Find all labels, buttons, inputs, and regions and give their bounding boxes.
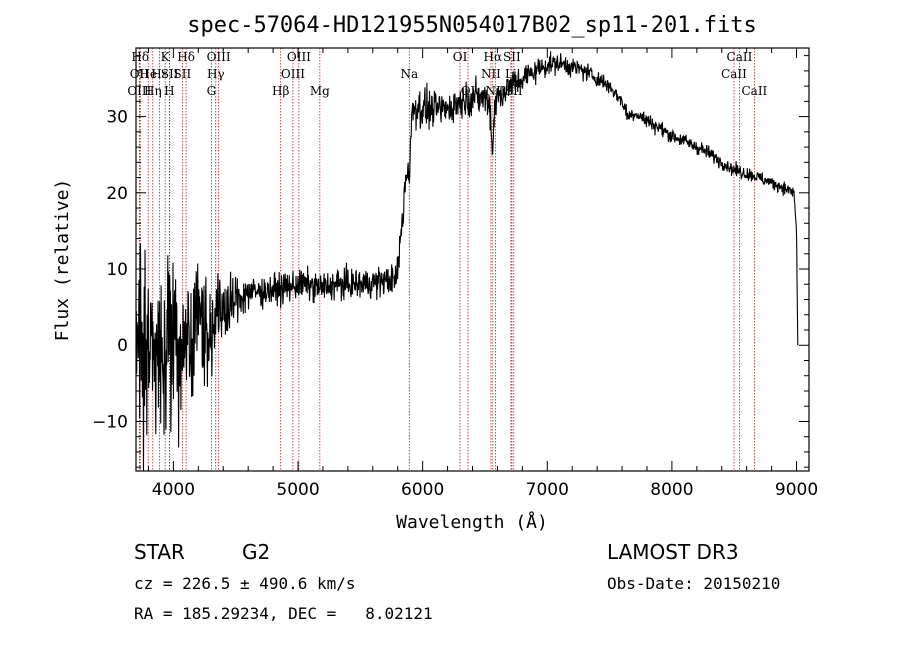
line-label-5: K [161,50,171,64]
x-tick-label-2: 6000 [401,480,444,500]
line-label-16: Hβ [272,84,289,98]
line-label-21: Hα [484,50,503,64]
line-label-3: He [139,67,157,81]
x-tick-label-1: 5000 [276,480,319,500]
line-label-22: NII [481,67,501,81]
redshift-velocity: cz = 226.5 ± 490.6 km/s [134,574,356,593]
line-label-18: Na [400,67,418,81]
observation-date: Obs-Date: 20150210 [607,574,781,593]
survey-name: LAMOST DR3 [607,540,739,564]
line-label-26: SII [505,84,523,98]
x-tick-label-0: 4000 [152,480,195,500]
x-axis-label: Wavelength (Å) [396,511,548,533]
line-label-1: OII [130,67,150,81]
y-tick-label-0: −10 [92,412,128,432]
y-tick-label-2: 10 [106,260,128,280]
line-label-10: SII [174,67,192,81]
spectral-line-markers [138,48,755,471]
line-label-15: OIII [281,67,305,81]
line-label-0: Hδ [131,50,149,64]
chart-title: spec-57064-HD121955N054017B02_sp11-201.f… [187,13,757,38]
spectral-subclass: G2 [242,540,271,564]
spectrum-series-line [135,51,799,472]
object-type: STAR [134,540,185,564]
line-label-13: G [207,84,217,98]
line-label-17: Mg [310,84,330,98]
line-label-12: Hγ [207,67,225,81]
line-label-29: CaII [741,84,767,98]
y-axis: −10 0 10 20 30 [92,55,809,468]
y-tick-label-1: 0 [117,336,128,356]
plot-frame [135,47,810,472]
y-tick-label-4: 30 [106,108,128,128]
y-axis-label: Flux (relative) [52,179,73,342]
line-label-2: OIII [127,84,151,98]
x-axis: 4000 5000 6000 7000 8000 9000 [147,48,818,500]
line-label-11: OIII [207,50,231,64]
x-tick-label-4: 8000 [650,480,693,500]
coordinates: RA = 185.29234, DEC = 8.02121 [134,604,433,623]
line-label-27: CaII [727,50,753,64]
line-label-25: Li [505,67,517,81]
spectral-line-labels: HδOIIOIIIHeHηKHεSIIHHδSIIOIIIHγGOIIIOIII… [127,50,767,98]
line-label-9: Hδ [177,50,195,64]
line-label-24: SII [503,50,521,64]
line-label-6: Hε [151,67,168,81]
line-label-14: OIII [287,50,311,64]
line-label-19: OI [453,50,468,64]
x-tick-label-5: 9000 [775,480,818,500]
x-tick-label-3: 7000 [526,480,569,500]
line-label-4: Hη [144,84,162,98]
y-tick-label-3: 20 [106,184,128,204]
line-label-7: SII [161,67,179,81]
line-label-28: CaII [721,67,747,81]
line-label-8: H [164,84,174,98]
